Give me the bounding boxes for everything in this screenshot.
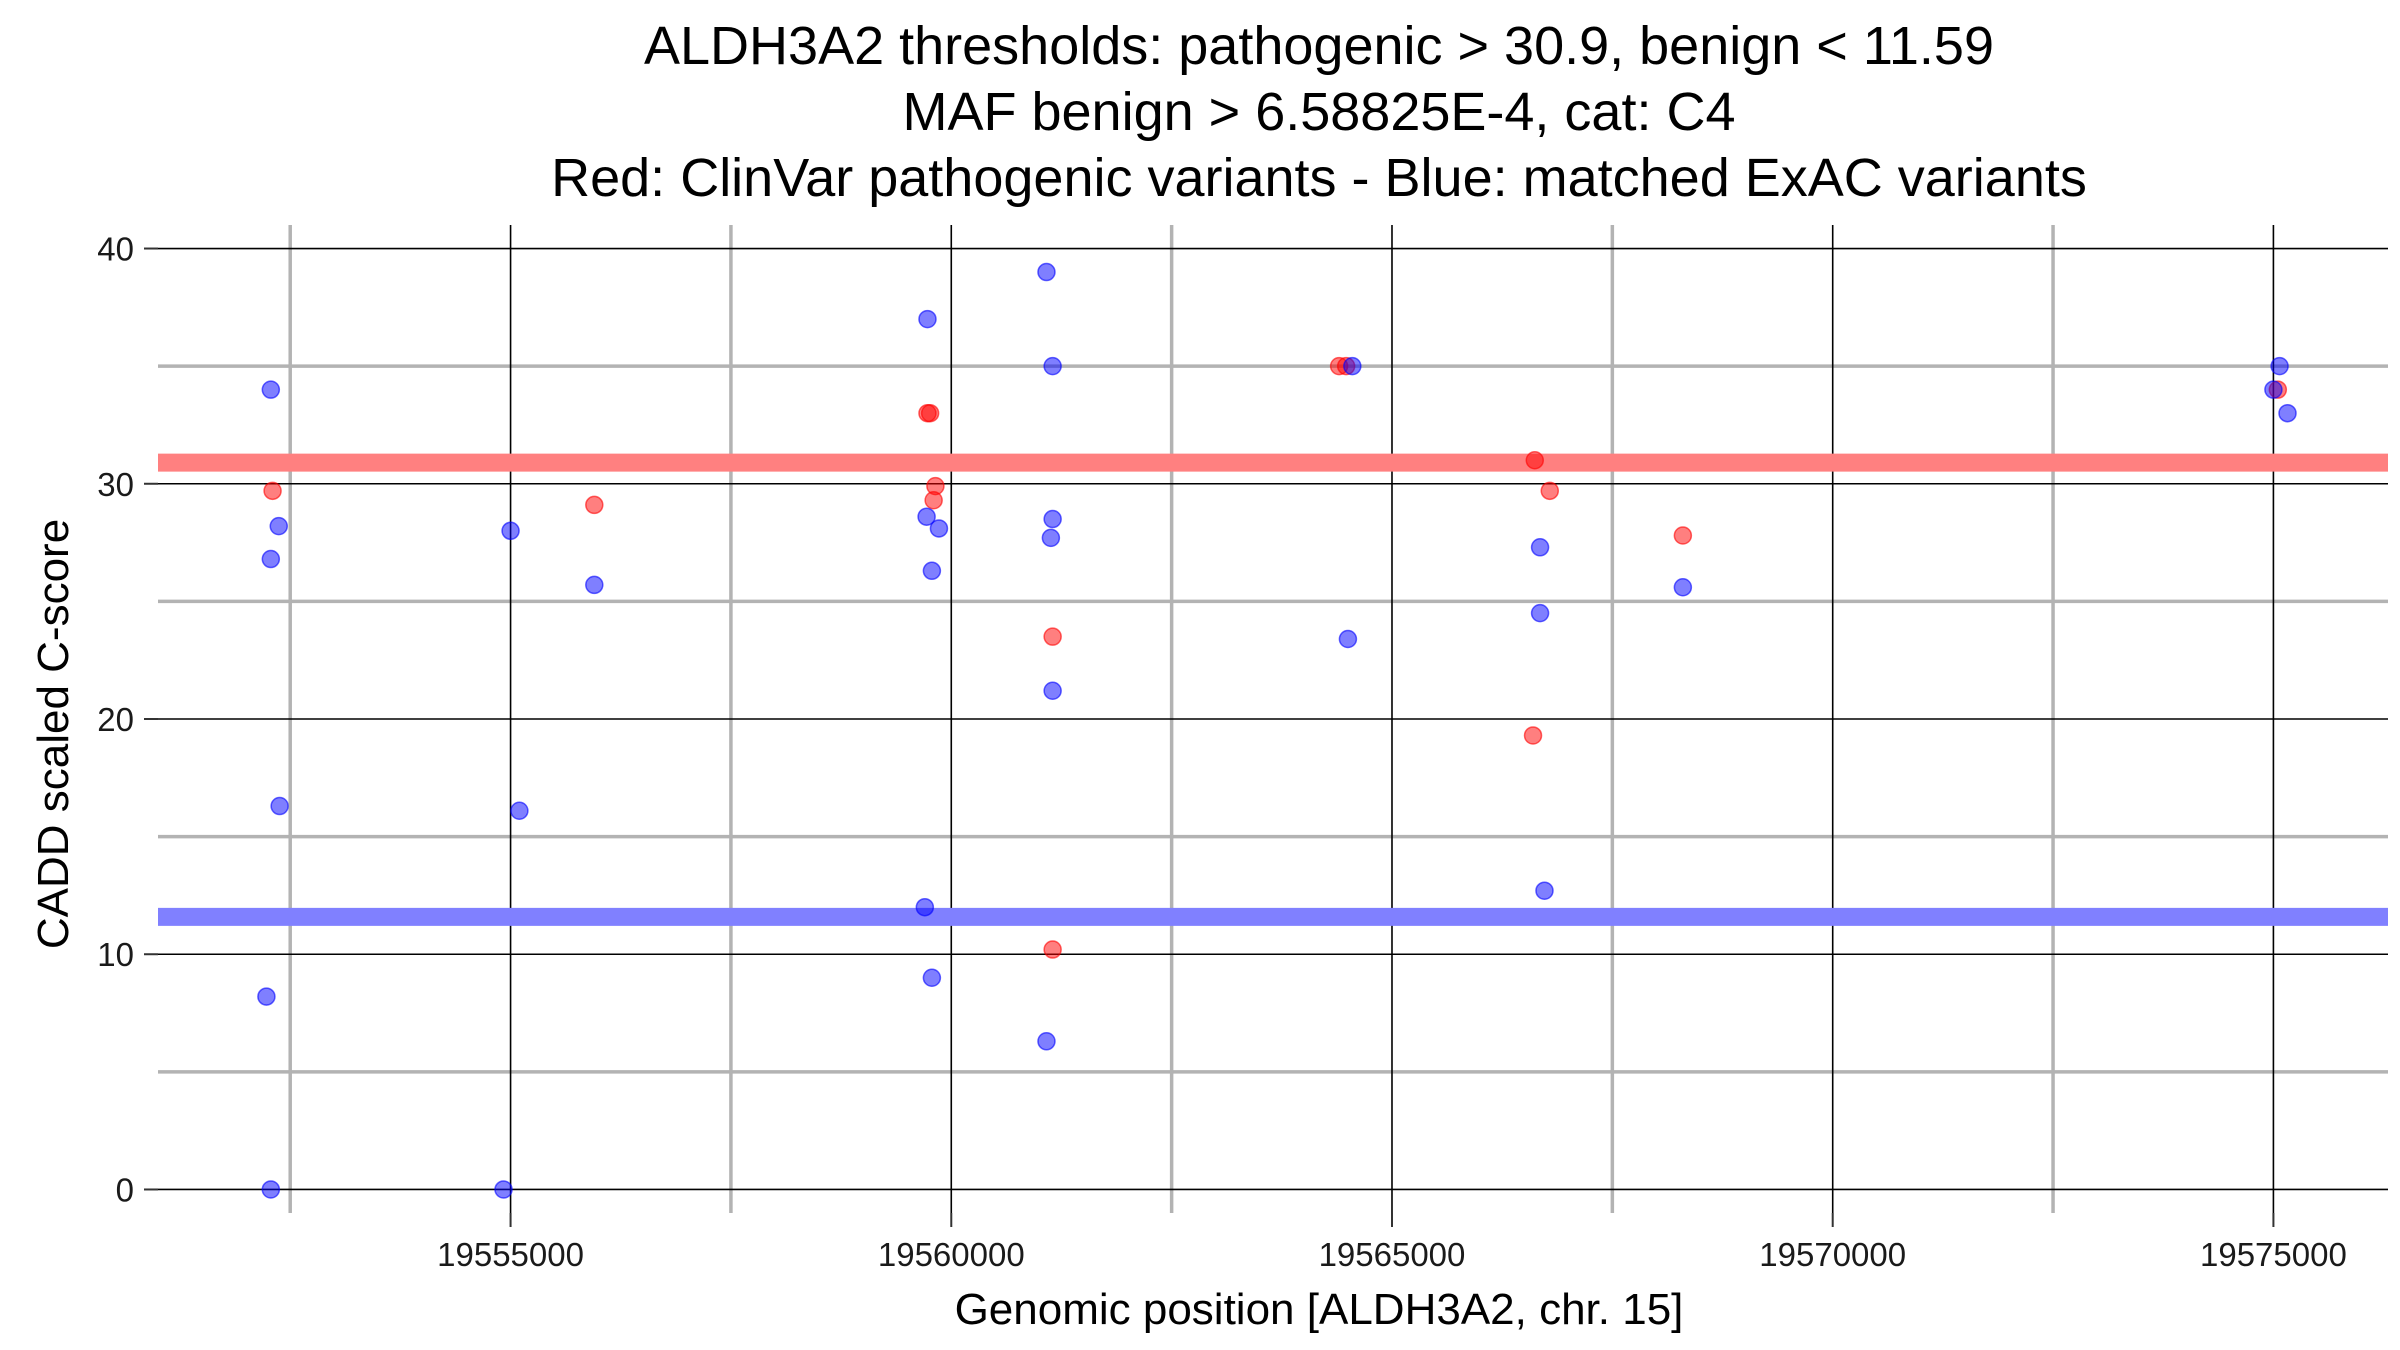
y-tick-label: 10 (97, 936, 134, 973)
exac-variant-point (261, 1180, 281, 1199)
exac-variant-point (1037, 1032, 1056, 1051)
y-tick-label: 0 (116, 1171, 134, 1208)
exac-variant-point (922, 968, 942, 988)
exac-variant-point (257, 987, 276, 1006)
clinvar-pathogenic-point (1043, 940, 1062, 959)
x-tick-label: 19565000 (1319, 1236, 1466, 1273)
exac-variant-point (1343, 356, 1362, 376)
clinvar-pathogenic-point (926, 476, 945, 496)
exac-variant-point (494, 1180, 513, 1199)
y-tick-label: 20 (97, 701, 134, 738)
title-line-1: ALDH3A2 thresholds: pathogenic > 30.9, b… (644, 16, 1994, 76)
x-tick-label: 19575000 (2200, 1236, 2347, 1273)
clinvar-pathogenic-point (1673, 526, 1693, 545)
x-tick-label: 19560000 (878, 1236, 1025, 1273)
x-tick-label: 19555000 (437, 1236, 584, 1273)
y-tick-label: 40 (97, 231, 134, 268)
clinvar-pathogenic-point (1043, 627, 1062, 646)
clinvar-pathogenic-point (920, 403, 940, 423)
exac-variant-point (922, 561, 942, 581)
data-points (257, 262, 2297, 1199)
exac-variant-point (270, 796, 289, 816)
clinvar-pathogenic-point (1523, 726, 1543, 745)
x-axis-title: Genomic position [ALDH3A2, chr. 15] (955, 1285, 1684, 1334)
exac-variant-point (1535, 881, 1554, 900)
exac-variant-point (1041, 528, 1061, 548)
exac-variant-point (261, 549, 281, 569)
exac-variant-point (269, 516, 289, 536)
exac-variant-point (510, 801, 529, 820)
exac-variant-point (1043, 509, 1062, 529)
clinvar-pathogenic-point (263, 481, 282, 501)
clinvar-pathogenic-point (1540, 481, 1560, 501)
exac-variant-point (1530, 603, 1550, 623)
exac-variant-point (917, 507, 936, 526)
exac-variant-point (501, 521, 520, 541)
exac-variant-point (2264, 380, 2283, 399)
y-axis-title: CADD scaled C-score (29, 519, 78, 949)
clinvar-pathogenic-point (1525, 450, 1545, 470)
exac-variant-point (1043, 356, 1062, 376)
exac-variant-point (929, 519, 949, 538)
exac-variant-point (918, 309, 937, 329)
exac-variant-point (1043, 681, 1062, 701)
y-tick-label: 30 (97, 466, 134, 503)
chart-title: ALDH3A2 thresholds: pathogenic > 30.9, b… (551, 16, 2087, 208)
title-line-2: MAF benign > 6.58825E-4, cat: C4 (903, 82, 1736, 142)
exac-variant-point (2278, 403, 2297, 423)
exac-variant-point (1530, 538, 1550, 557)
exac-variant-point (585, 575, 604, 595)
exac-variant-point (1673, 578, 1693, 597)
exac-variant-point (915, 897, 935, 917)
clinvar-pathogenic-point (585, 495, 604, 515)
threshold-lines (158, 453, 2388, 926)
title-line-3: Red: ClinVar pathogenic variants - Blue:… (551, 148, 2087, 208)
exac-variant-point (1338, 629, 1358, 649)
exac-variant-point (2270, 356, 2289, 376)
major-gridlines (158, 225, 2388, 1213)
exac-variant-point (1037, 262, 1056, 282)
exac-variant-point (261, 380, 281, 399)
x-axis: 19555000 19560000 19565000 19570000 19575000 (437, 1213, 2347, 1273)
y-axis: 0 10 20 30 40 (97, 231, 158, 1208)
x-tick-label: 19570000 (1759, 1236, 1906, 1273)
